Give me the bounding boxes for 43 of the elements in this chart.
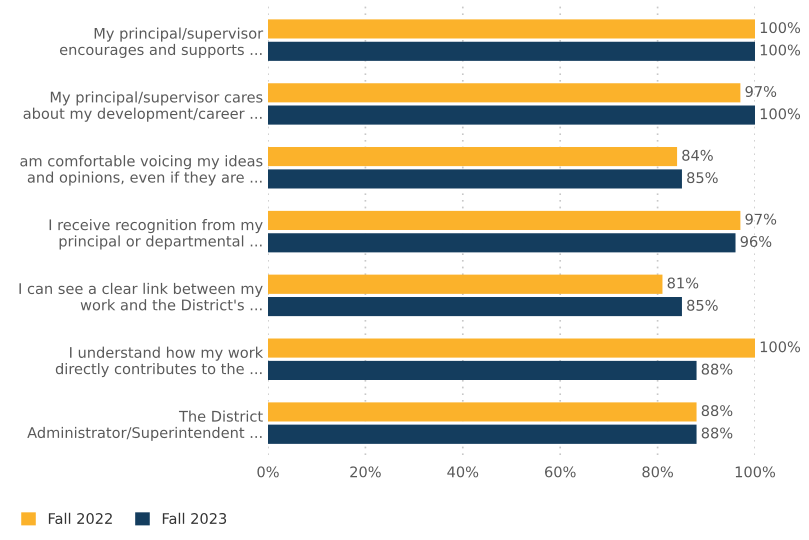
bar — [268, 42, 755, 61]
data-label: 85% — [687, 300, 718, 311]
data-label: 100% — [760, 22, 800, 34]
bar — [268, 402, 697, 422]
data-label: 97% — [745, 86, 776, 97]
bar — [268, 106, 755, 125]
data-label: 96% — [740, 236, 772, 247]
legend-label: Fall 2022 — [48, 512, 112, 524]
y-tick-label: The District Administrator/Superintendent ... — [27, 410, 263, 441]
data-label: 88% — [702, 405, 732, 416]
bar — [268, 83, 740, 102]
data-label: 85% — [687, 172, 718, 184]
bar — [268, 274, 662, 294]
bar — [268, 147, 678, 166]
data-label: 88% — [702, 427, 732, 438]
y-tick-label: am comfortable voicing my ideas and opinions, even if they are ... — [20, 155, 262, 186]
x-tick-label: 20% — [350, 466, 381, 478]
data-label: 100% — [760, 341, 800, 352]
data-label: 88% — [702, 364, 732, 375]
data-label: 100% — [760, 44, 800, 56]
data-label: 100% — [760, 108, 800, 120]
y-tick-label: I understand how my work directly contributes to the ... — [56, 346, 264, 378]
legend-label: Fall 2023 — [162, 512, 226, 524]
bar — [268, 169, 682, 189]
y-tick-label: I receive recognition from my principal or departmental ... — [50, 219, 263, 250]
y-tick-label: My principal/supervisor cares about my development/career ... — [24, 91, 262, 122]
x-tick-label: 60% — [545, 466, 576, 478]
x-tick-label: 40% — [447, 466, 478, 478]
x-tick-label: 100% — [736, 466, 776, 478]
bar — [268, 233, 736, 252]
bar — [268, 19, 755, 39]
y-tick-label: I can see a clear link between my work and the District's ... — [19, 282, 263, 310]
data-label: 97% — [745, 214, 776, 225]
bar — [268, 338, 755, 358]
y-tick-label: My principal/supervisor encourages and supports ... — [60, 28, 264, 58]
bar — [268, 210, 740, 230]
bar — [268, 297, 682, 316]
x-tick-label: 80% — [642, 466, 673, 478]
x-tick-label: 0% — [257, 466, 279, 478]
bar — [268, 424, 697, 444]
bar — [268, 360, 697, 380]
data-label: 84% — [682, 150, 713, 161]
data-label: 81% — [668, 277, 698, 288]
